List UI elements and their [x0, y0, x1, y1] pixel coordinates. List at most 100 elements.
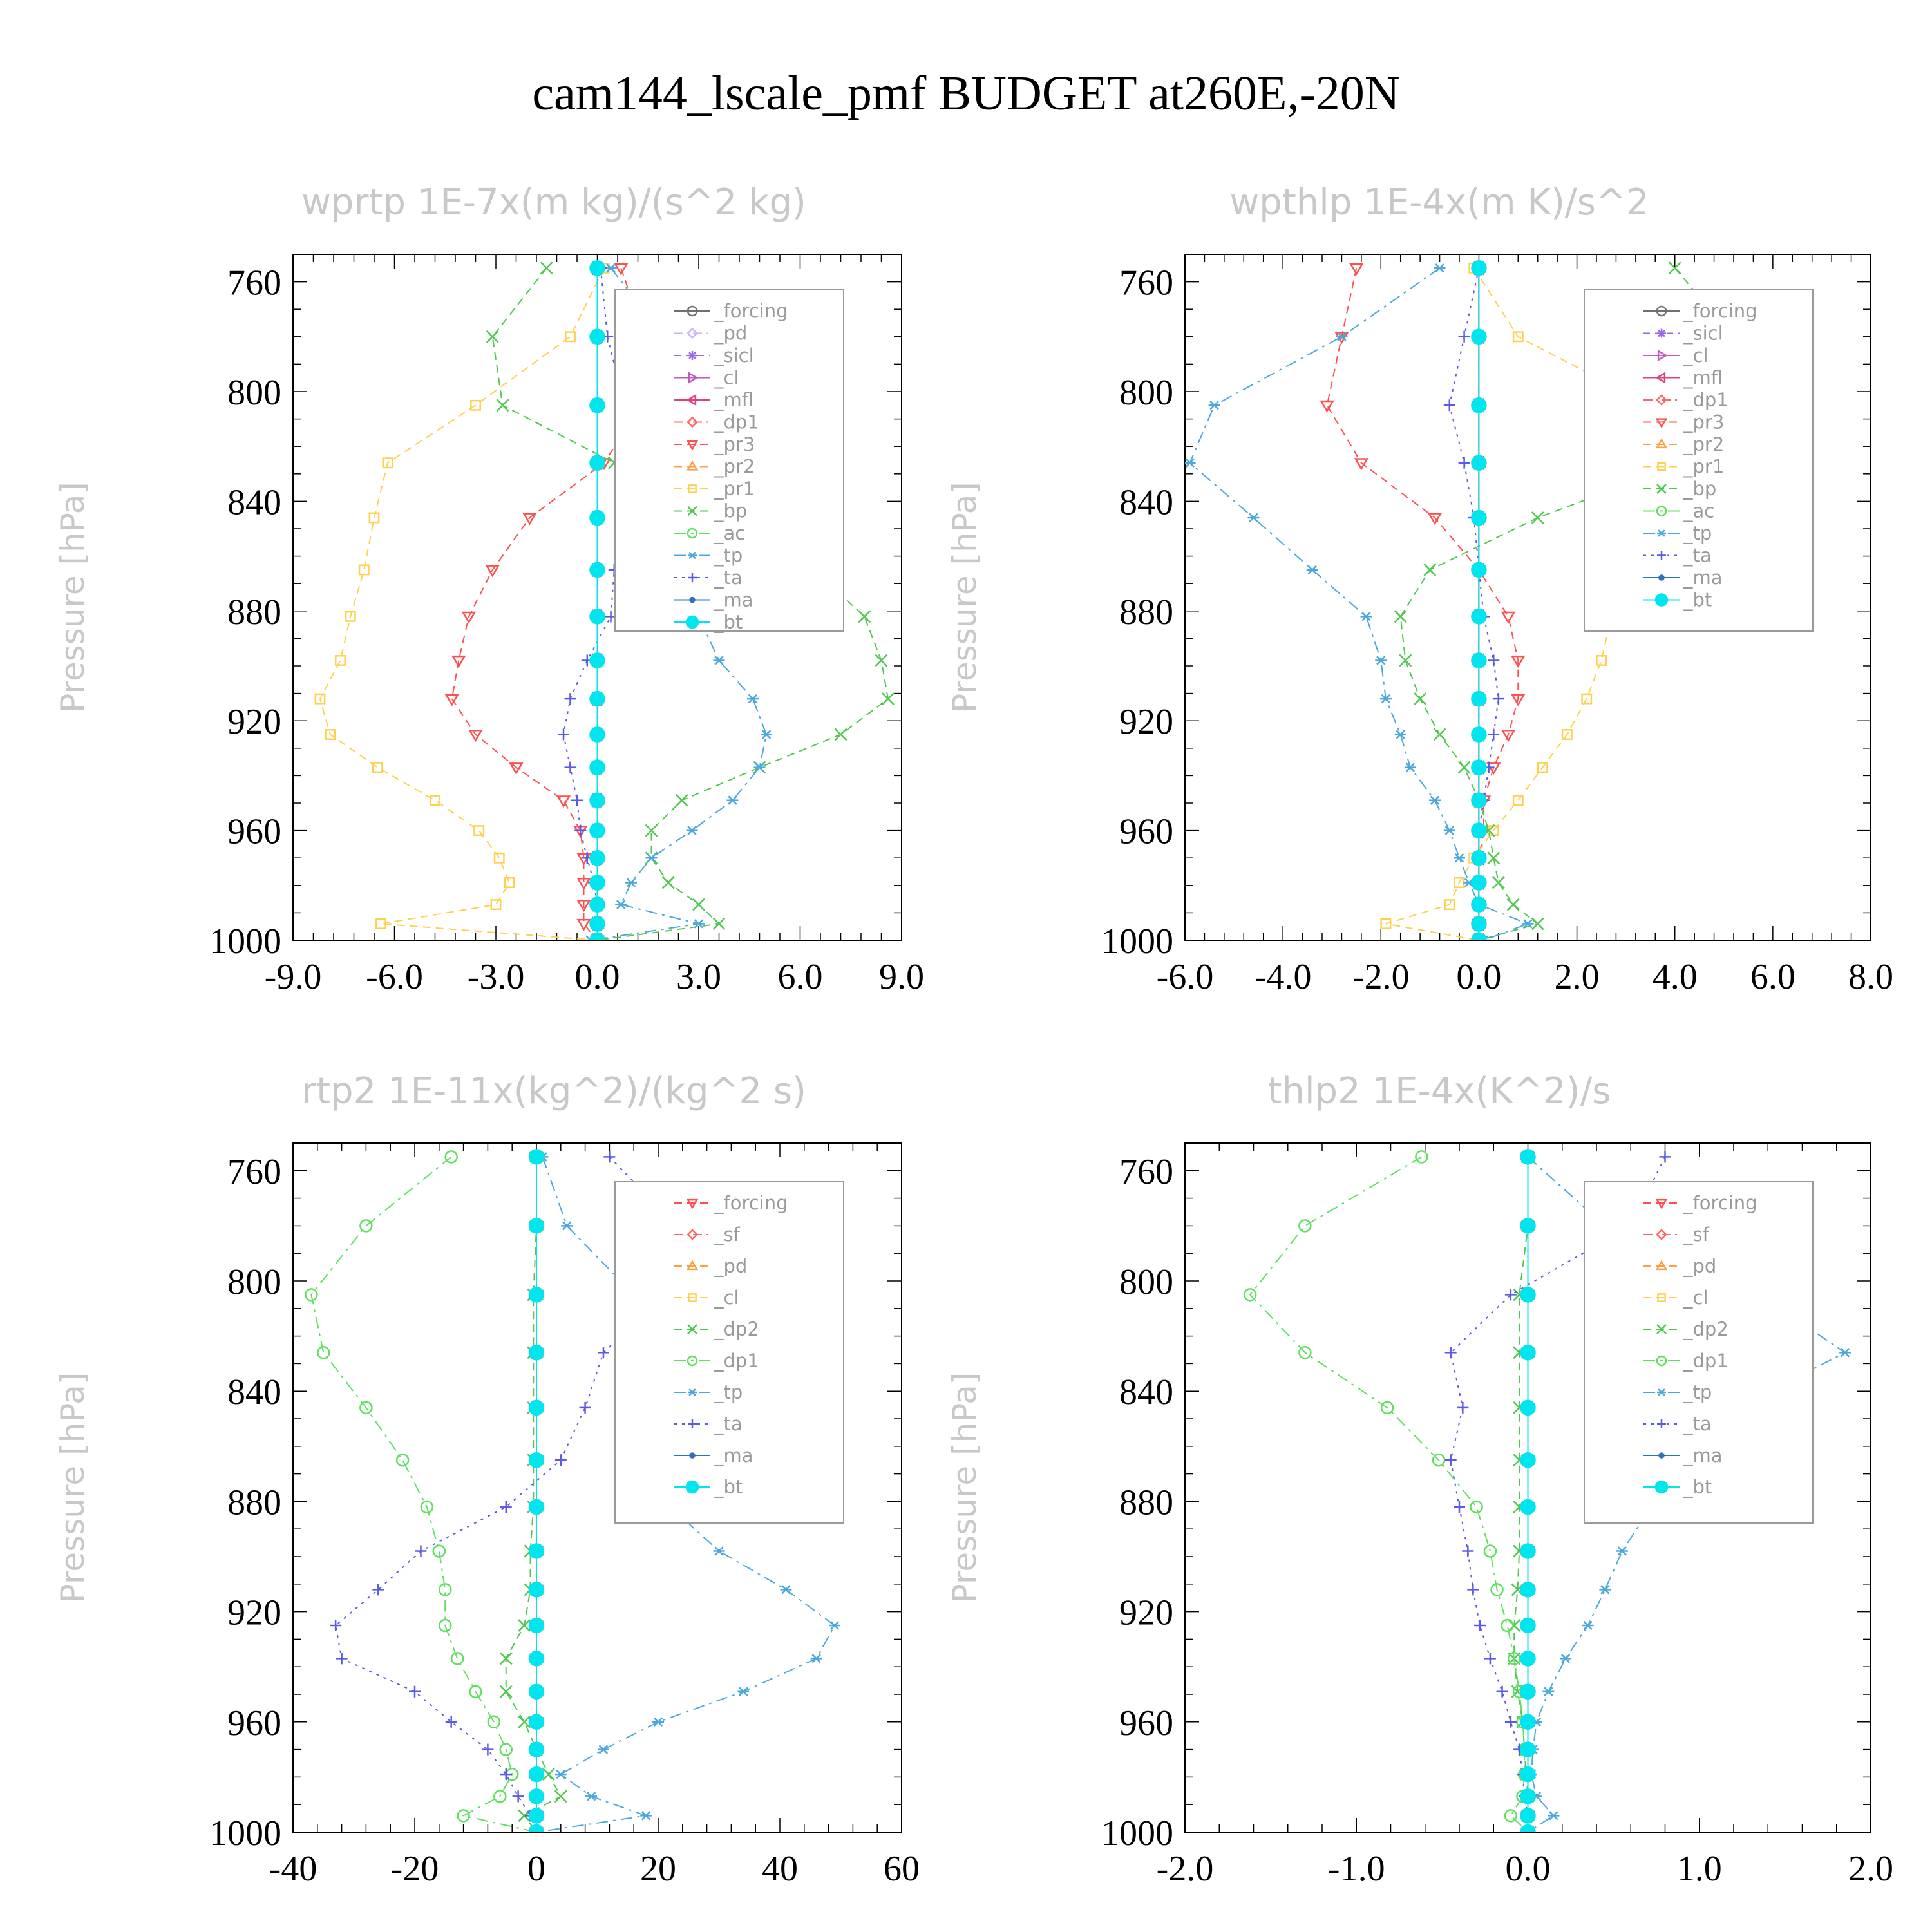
data-point_tp [585, 1792, 598, 1801]
x-tick-label: 0.0 [575, 957, 620, 997]
data-point_dp1 [1415, 1150, 1428, 1164]
series-group [305, 1149, 841, 1832]
data-point_dp1 [469, 1685, 482, 1698]
data-point_pr1 [1561, 729, 1573, 740]
legend-label: _tp [1683, 1381, 1712, 1403]
data-point_bp [875, 654, 888, 667]
data-point_pr1 [382, 457, 393, 469]
data-point_dp1 [1432, 1453, 1446, 1467]
data-point_bt [1520, 1741, 1536, 1757]
data-point_bt [1471, 690, 1487, 707]
data-point_ta [1444, 1454, 1457, 1466]
data-point_bt [528, 1741, 545, 1757]
legend-marker [688, 551, 697, 560]
legend-marker [687, 1229, 698, 1240]
data-point_tp [1394, 730, 1406, 739]
data-point_dp1 [1483, 1544, 1497, 1558]
data-point_bt [589, 932, 605, 940]
legend-label: _dp1 [1683, 1350, 1728, 1372]
y-tick-label: 840 [227, 482, 281, 522]
data-point_tp [1542, 1687, 1555, 1696]
y-axis-label: Pressure [hPa] [54, 482, 91, 713]
data-point_tp [1454, 853, 1465, 863]
legend-marker [1655, 438, 1668, 449]
legend: _forcing_pd_sicl_cl_mfl_dp1_pr3_pr2_pr1_… [614, 289, 844, 633]
data-point_ta [372, 1584, 384, 1596]
x-tick-label: -6.0 [1157, 957, 1214, 997]
data-point_ta [1473, 1620, 1486, 1631]
legend-label: _pd [1683, 1255, 1716, 1277]
legend-marker [1658, 1452, 1665, 1459]
data-point_pr1 [1512, 331, 1524, 343]
data-point_ta [1443, 399, 1455, 412]
x-tick-label: 4.0 [1653, 957, 1698, 997]
data-point_pr3 [576, 918, 591, 931]
data-point_bt [589, 849, 605, 866]
data-point_pr3 [522, 513, 537, 526]
y-tick-label: 760 [227, 1152, 281, 1192]
data-point_tp [1428, 795, 1441, 805]
data-point_ta [1504, 1716, 1517, 1728]
data-point_dp1 [420, 1500, 434, 1514]
legend-label: _pd [714, 323, 747, 345]
data-point_tp [1582, 1620, 1594, 1631]
data-point_tp [597, 1745, 609, 1754]
chart-title: wpthlp 1E-4x(m K)/s^2 [1229, 182, 1649, 223]
data-point_pr1 [372, 762, 383, 773]
x-tick-label: 8.0 [1848, 957, 1893, 997]
legend-label: _bt [714, 611, 743, 633]
data-point_tp [1375, 656, 1387, 665]
legend-label: _dp2 [1683, 1318, 1728, 1340]
y-tick-label: 960 [1119, 1703, 1173, 1743]
y-tick-label: 920 [1119, 1593, 1173, 1633]
legend-marker [1657, 462, 1666, 471]
data-point_bt [589, 726, 605, 743]
data-point_tp [561, 1221, 573, 1231]
legend-label: _ac [714, 522, 745, 544]
data-point_bt [1471, 455, 1487, 471]
legend-label: _pr2 [714, 456, 755, 478]
chart-title: thlp2 1E-4x(K^2)/s [1268, 1070, 1611, 1112]
data-point_bp [1414, 692, 1427, 706]
data-point_dp1 [305, 1288, 318, 1302]
data-point_bt [1471, 562, 1487, 578]
legend-label: _cl [1683, 345, 1709, 366]
data-point_bp [675, 793, 688, 807]
legend-label: _pr3 [714, 433, 755, 455]
series-group [1243, 1149, 1852, 1832]
chart-title: wprtp 1E-7x(m kg)/(s^2 kg) [301, 182, 806, 223]
data-point_dp1 [457, 1809, 470, 1823]
legend-marker [687, 506, 697, 516]
data-point_bt [589, 875, 605, 891]
data-point_bt [589, 562, 605, 578]
legend-marker [1656, 506, 1667, 516]
data-point_dp2 [499, 1685, 513, 1698]
chart-panel-4: thlp2 1E-4x(K^2)/s Pressure [hPa] 760 800 84… [946, 1070, 1893, 1889]
data-point_bp [1492, 876, 1505, 889]
y-tick-label: 960 [1119, 812, 1173, 852]
data-point_dp2 [1508, 1619, 1521, 1632]
legend-label: _ma [714, 589, 753, 611]
y-tick-label: 880 [227, 592, 281, 632]
legend-marker [1657, 328, 1666, 338]
data-point_bt [1520, 1788, 1536, 1804]
legend-marker [687, 527, 698, 539]
data-point_bt [589, 896, 605, 913]
legend-marker [687, 305, 698, 317]
data-point_pr3 [1354, 458, 1369, 471]
y-tick-label: 840 [1119, 482, 1173, 522]
legend-label: _forcing [1683, 300, 1757, 322]
y-axis-label: Pressure [hPa] [54, 1372, 91, 1604]
data-point_tp [1306, 565, 1318, 575]
x-tick-label: -2.0 [1352, 957, 1410, 997]
y-tick-label: 800 [1119, 1262, 1173, 1302]
data-point_bp [1423, 564, 1437, 576]
data-point_bt [1471, 792, 1487, 808]
data-point_tp [810, 1654, 822, 1663]
chart-panel-3: rtp2 1E-11x(kg^2)/(kg^2 s) Pressure [hPa]… [54, 1070, 920, 1889]
data-point_pr1 [1581, 693, 1593, 705]
legend-marker [686, 440, 699, 451]
data-point_ta [1488, 654, 1500, 667]
chart-title: rtp2 1E-11x(kg^2)/(kg^2 s) [301, 1070, 806, 1112]
legend-label: _forcing [1683, 1192, 1757, 1214]
